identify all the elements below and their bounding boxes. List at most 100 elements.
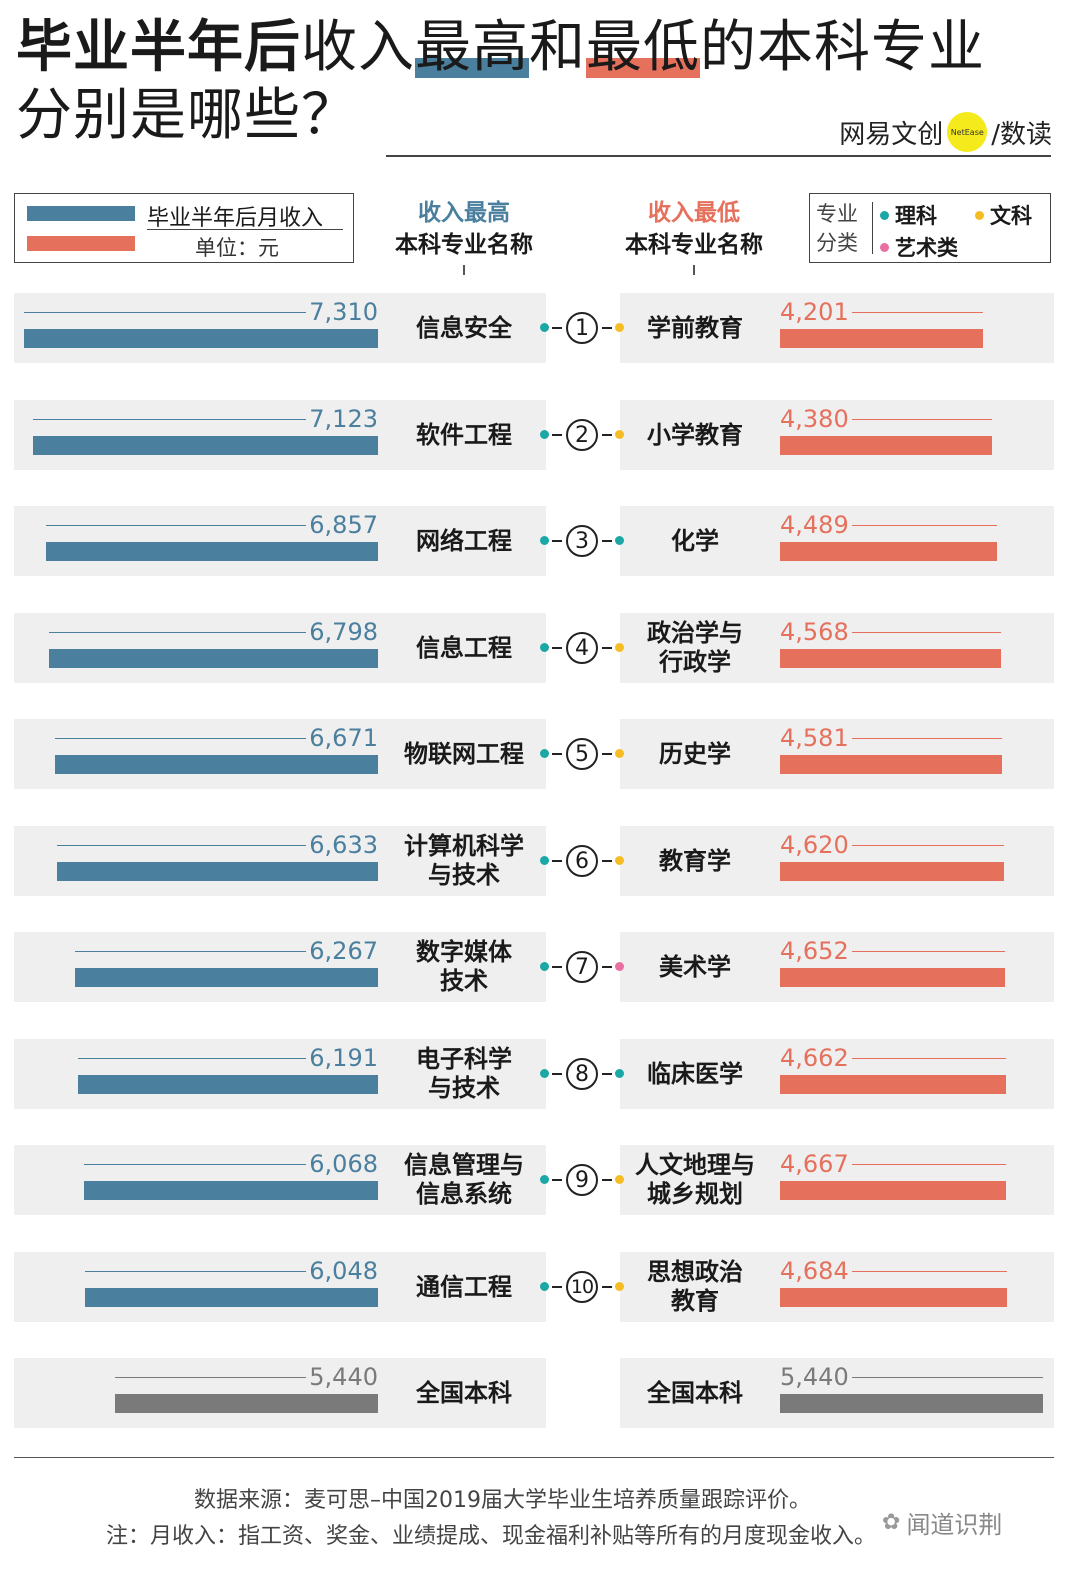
low-income-value: 4,568	[780, 618, 849, 646]
wechat-icon: ✿	[882, 1510, 901, 1535]
rank-badge: 1	[566, 312, 598, 344]
major-name-line: 思想政治	[647, 1258, 743, 1286]
low-income-guide	[852, 845, 1004, 846]
high-major-name: 软件工程	[384, 400, 544, 470]
title-line-2: 分别是哪些？	[16, 83, 358, 148]
major-name-line: 行政学	[659, 648, 731, 676]
high-major-name: 信息安全	[384, 293, 544, 363]
row-background-right	[620, 719, 1054, 789]
low-category-dot	[615, 536, 624, 545]
rank-connector-left	[552, 647, 562, 649]
low-major-name: 人文地理与 城乡规划	[615, 1145, 775, 1215]
brand-right-text: /数读	[991, 119, 1052, 150]
high-income-value: 6,633	[309, 831, 378, 859]
major-name-line: 美术学	[659, 952, 731, 981]
major-name-line: 信息安全	[416, 313, 512, 342]
column-header-lowest: 收入最低 本科专业名称	[594, 197, 794, 275]
rank-badge: 5	[566, 738, 598, 770]
high-income-guide	[84, 1164, 306, 1165]
high-major-name: 信息管理与 信息系统	[384, 1145, 544, 1215]
major-name-line: 与技术	[428, 1074, 500, 1102]
high-major-name: 电子科学 与技术	[384, 1039, 544, 1109]
high-income-bar	[57, 862, 378, 881]
low-income-value: 4,380	[780, 405, 849, 433]
low-major-name: 政治学与 行政学	[615, 613, 775, 683]
major-name-line: 教育	[671, 1287, 719, 1315]
low-income-value: 4,489	[780, 511, 849, 539]
rank-badge: 9	[566, 1164, 598, 1196]
high-income-bar	[84, 1181, 378, 1200]
major-name-line: 小学教育	[647, 420, 743, 449]
rank-connector-right	[602, 966, 612, 968]
row-background-left	[14, 826, 546, 896]
high-major-name: 网络工程	[384, 506, 544, 576]
major-name-line: 教育学	[659, 846, 731, 875]
high-income-guide	[75, 951, 306, 952]
low-category-dot	[615, 323, 624, 332]
low-income-bar	[780, 1288, 1007, 1307]
low-income-value: 4,662	[780, 1044, 849, 1072]
column-header-highest-title: 收入最高	[418, 200, 510, 226]
major-name-line: 化学	[671, 526, 719, 555]
rank-badge: 8	[566, 1058, 598, 1090]
watermark: ✿ 闻道识荆	[882, 1505, 1002, 1540]
high-income-value: 6,267	[309, 937, 378, 965]
low-income-guide	[852, 632, 1001, 633]
high-category-dot	[540, 536, 549, 545]
rank-connector-left	[552, 753, 562, 755]
legend-swatch-low	[27, 236, 135, 251]
major-name-line: 政治学与	[647, 619, 743, 647]
title-divider	[386, 155, 1051, 157]
row-background-right	[620, 932, 1054, 1002]
major-name-line: 通信工程	[416, 1272, 512, 1301]
brand-dot-logo: NetEase	[947, 112, 988, 152]
rank-connector-right	[602, 1286, 612, 1288]
major-name-line: 计算机科学	[404, 832, 524, 860]
category-arts-dot	[975, 210, 984, 220]
low-income-guide	[852, 1377, 1043, 1378]
major-name-line: 临床医学	[647, 1059, 743, 1088]
column-header-lowest-title: 收入最低	[648, 200, 740, 226]
category-fine-arts: 艺术类	[880, 232, 958, 262]
row-background-left	[14, 1358, 546, 1428]
title-part-mid: 收入	[301, 15, 415, 80]
high-category-dot	[540, 856, 549, 865]
high-income-guide	[115, 1377, 306, 1378]
legend-unit: 单位：元	[195, 236, 279, 260]
low-income-value: 4,620	[780, 831, 849, 859]
rank-connector-right	[602, 327, 612, 329]
chart-title: 毕业半年后收入最高和最低的本科专业 分别是哪些？	[16, 14, 985, 150]
high-major-name: 物联网工程	[384, 719, 544, 789]
high-income-guide	[55, 738, 306, 739]
row-background-right	[620, 1039, 1054, 1109]
low-income-guide	[852, 738, 1002, 739]
rank-connector-right	[602, 647, 612, 649]
low-income-bar	[780, 755, 1002, 774]
high-income-guide	[57, 845, 306, 846]
row-background-left	[14, 1039, 546, 1109]
footer-divider	[14, 1457, 1054, 1458]
low-major-name: 历史学	[615, 719, 775, 789]
legend-underline	[147, 229, 343, 230]
row-background-left	[14, 1145, 546, 1215]
low-income-bar	[780, 329, 983, 348]
high-income-value: 6,857	[309, 511, 378, 539]
high-income-bar	[46, 542, 378, 561]
high-income-value: 7,310	[309, 298, 378, 326]
income-legend: 毕业半年后月收入 单位：元	[14, 193, 354, 263]
footer-note: 注：月收入：指工资、奖金、业绩提成、现金福利补贴等所有的月度现金收入。	[106, 1524, 877, 1549]
high-income-guide	[49, 632, 306, 633]
high-income-bar	[49, 649, 378, 668]
rank-connector-right	[602, 434, 612, 436]
row-background-left	[14, 1252, 546, 1322]
low-income-value: 4,652	[780, 937, 849, 965]
high-category-dot	[540, 323, 549, 332]
row-background-left	[14, 400, 546, 470]
high-income-guide	[78, 1058, 306, 1059]
high-income-value: 6,191	[309, 1044, 378, 1072]
row-background-left	[14, 293, 546, 363]
title-part-and: 和	[529, 15, 586, 80]
low-income-guide	[852, 1164, 1006, 1165]
row-background-right	[620, 613, 1054, 683]
low-income-value: 4,201	[780, 298, 849, 326]
